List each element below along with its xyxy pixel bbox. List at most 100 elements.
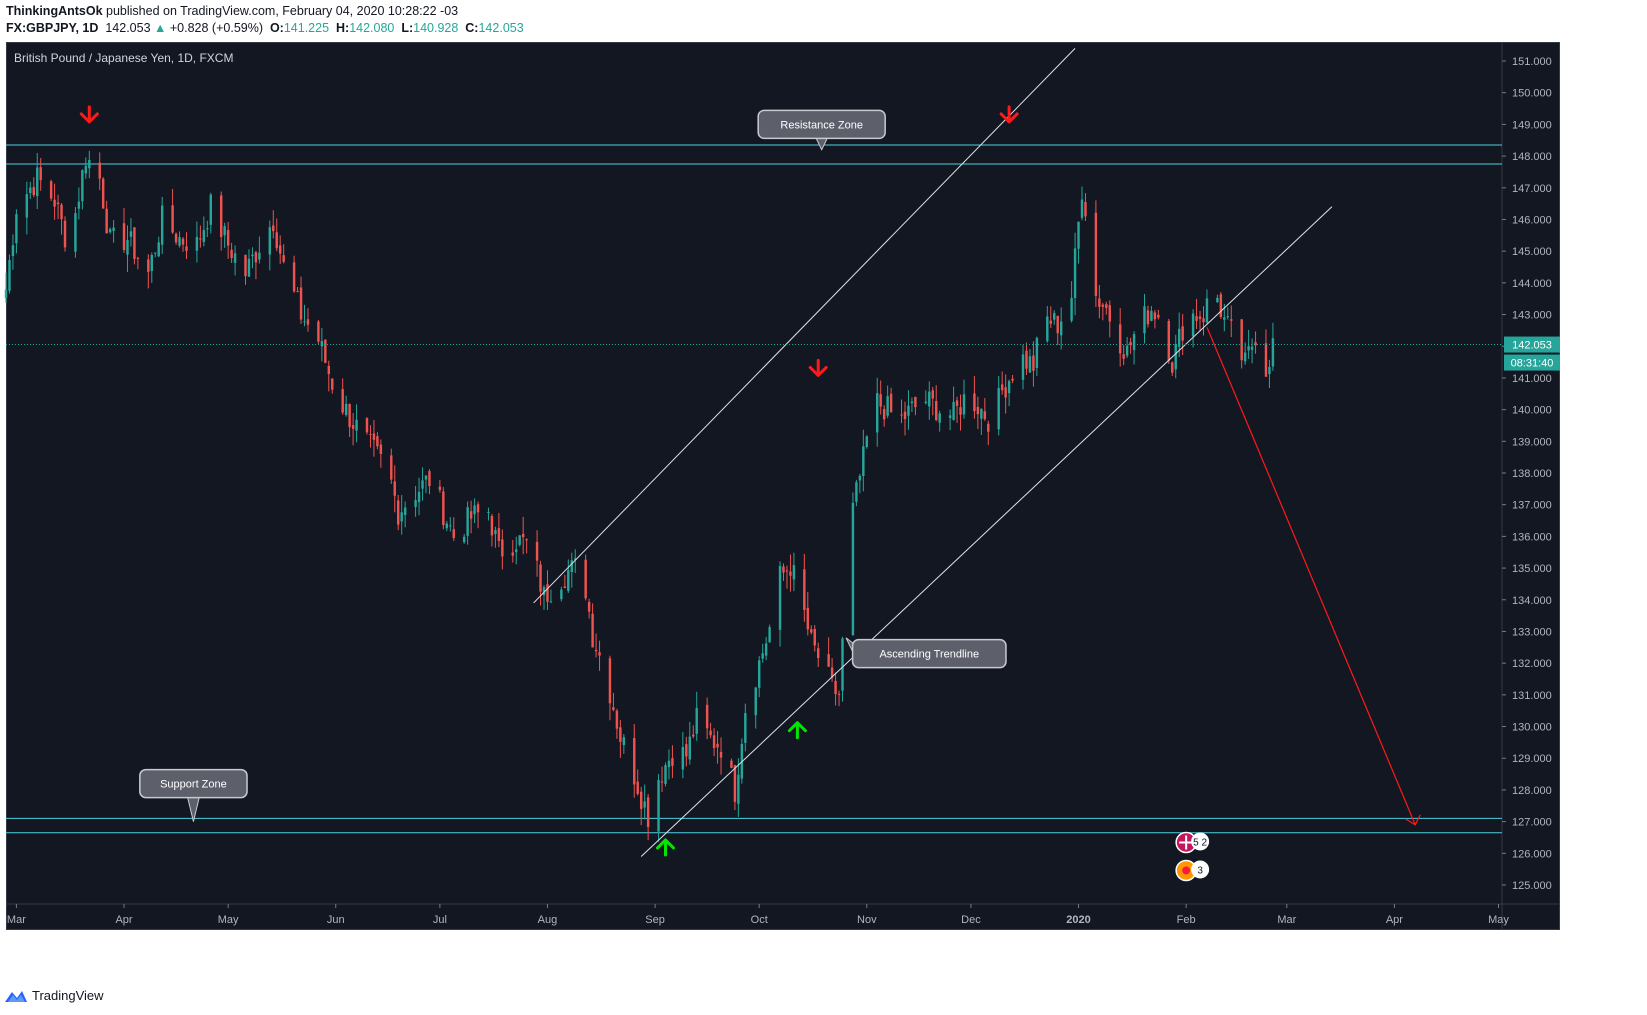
candle-body [275,232,278,249]
price-chart[interactable]: British Pound / Japanese Yen, 1D, FXCM 15… [0,42,1647,982]
candle-body [1000,384,1004,391]
y-tick-label: 129.000 [1512,753,1552,765]
candle-body [1243,352,1247,362]
candle-body [810,629,813,633]
candle-body [1157,314,1160,318]
candle-body [230,249,233,259]
candle-body [608,658,612,704]
candle-body [1025,350,1028,369]
candle-body [757,660,761,688]
candle-body [494,530,497,534]
candle-body [754,687,757,716]
candle-body [181,238,185,245]
candle-body [473,505,476,515]
candle-body [303,321,306,323]
candle-body [1171,362,1174,373]
candle-body [195,237,199,251]
y-tick-label: 143.000 [1512,310,1552,322]
candle-body [1101,304,1105,307]
candle-body [935,401,938,421]
y-tick-label: 138.000 [1512,468,1552,480]
candle-body [900,414,903,416]
author-name[interactable]: ThinkingAntsOk [6,4,103,18]
candle-body [924,401,928,404]
candle-body [1219,294,1223,317]
candle-body [365,417,369,433]
countdown-label: 08:31:40 [1511,358,1554,370]
x-tick-label: Mar [1277,914,1296,926]
candle-body [438,486,442,491]
candle-body [1216,297,1219,303]
callout-text: Resistance Zone [780,119,863,131]
candle-body [1198,316,1202,319]
candle-body [1108,305,1111,322]
candle-body [827,654,830,667]
candle-body [830,667,834,678]
candle-body [879,394,882,407]
countdown-tag [1504,354,1560,371]
projection-arrowhead [1404,814,1421,826]
candle-body [907,405,910,416]
candle-body [518,535,521,545]
symbol-label: FX:GBPJPY, 1D [6,21,99,35]
candle-body [862,446,865,477]
candle-body [660,781,664,783]
candle-body [980,408,983,419]
callout-box [139,768,248,799]
y-tick-label: 144.000 [1512,278,1552,290]
candle-body [77,201,81,209]
candle-body [1250,346,1254,350]
candle-body [1028,356,1032,373]
candle-body [53,199,56,207]
candle-body [903,411,907,420]
candle-body [1125,345,1129,356]
y-tick-label: 132.000 [1512,658,1552,670]
candle-body [223,226,226,236]
event-count: 3 [1197,865,1203,876]
x-tick-label: Apr [1386,914,1403,926]
candle-body [525,539,528,541]
y-tick-label: 151.000 [1512,56,1552,68]
callout: Ascending Trendline [845,637,1007,669]
close-value: 142.053 [478,21,524,35]
candle-body [976,406,980,415]
candle-body [49,181,53,199]
candle-body [806,607,810,630]
footer-brand[interactable]: TradingView [32,988,104,1003]
candle-body [209,194,213,225]
candle-body [400,512,403,522]
candle-body [1132,334,1136,351]
candle-body [851,502,855,636]
candle-body [428,471,431,486]
candle-body [997,388,1000,430]
y-tick-label: 148.000 [1512,151,1552,163]
candle-body [98,162,101,179]
candle-body [372,433,376,440]
x-tick-label: Sep [645,914,665,926]
last-price-tag [1504,336,1560,353]
candle-body [792,565,796,580]
y-tick-label: 146.000 [1512,214,1552,226]
candle-body [719,751,723,758]
candle-body [1202,318,1205,323]
candle-body [417,491,421,503]
candle-body [32,187,35,196]
sell-arrow-icon [79,105,99,124]
sell-arrow-icon [808,358,828,377]
callout-text: Support Zone [160,779,227,791]
candle-body [126,240,129,255]
candle-body [546,584,549,602]
candle-body [882,409,886,420]
candle-body [1094,212,1098,296]
y-tick-label: 131.000 [1512,690,1552,702]
x-tick-label: Dec [961,914,981,926]
candle-body [254,252,258,263]
candle-body [1240,319,1243,361]
open-value: 141.225 [283,21,330,35]
open-label: O: [269,21,284,35]
candle-body [511,552,514,556]
candle-body [1167,320,1170,361]
candle-body [535,541,539,561]
candle-body [1181,326,1184,341]
publish-info: ThinkingAntsOk published on TradingView.… [6,4,458,18]
